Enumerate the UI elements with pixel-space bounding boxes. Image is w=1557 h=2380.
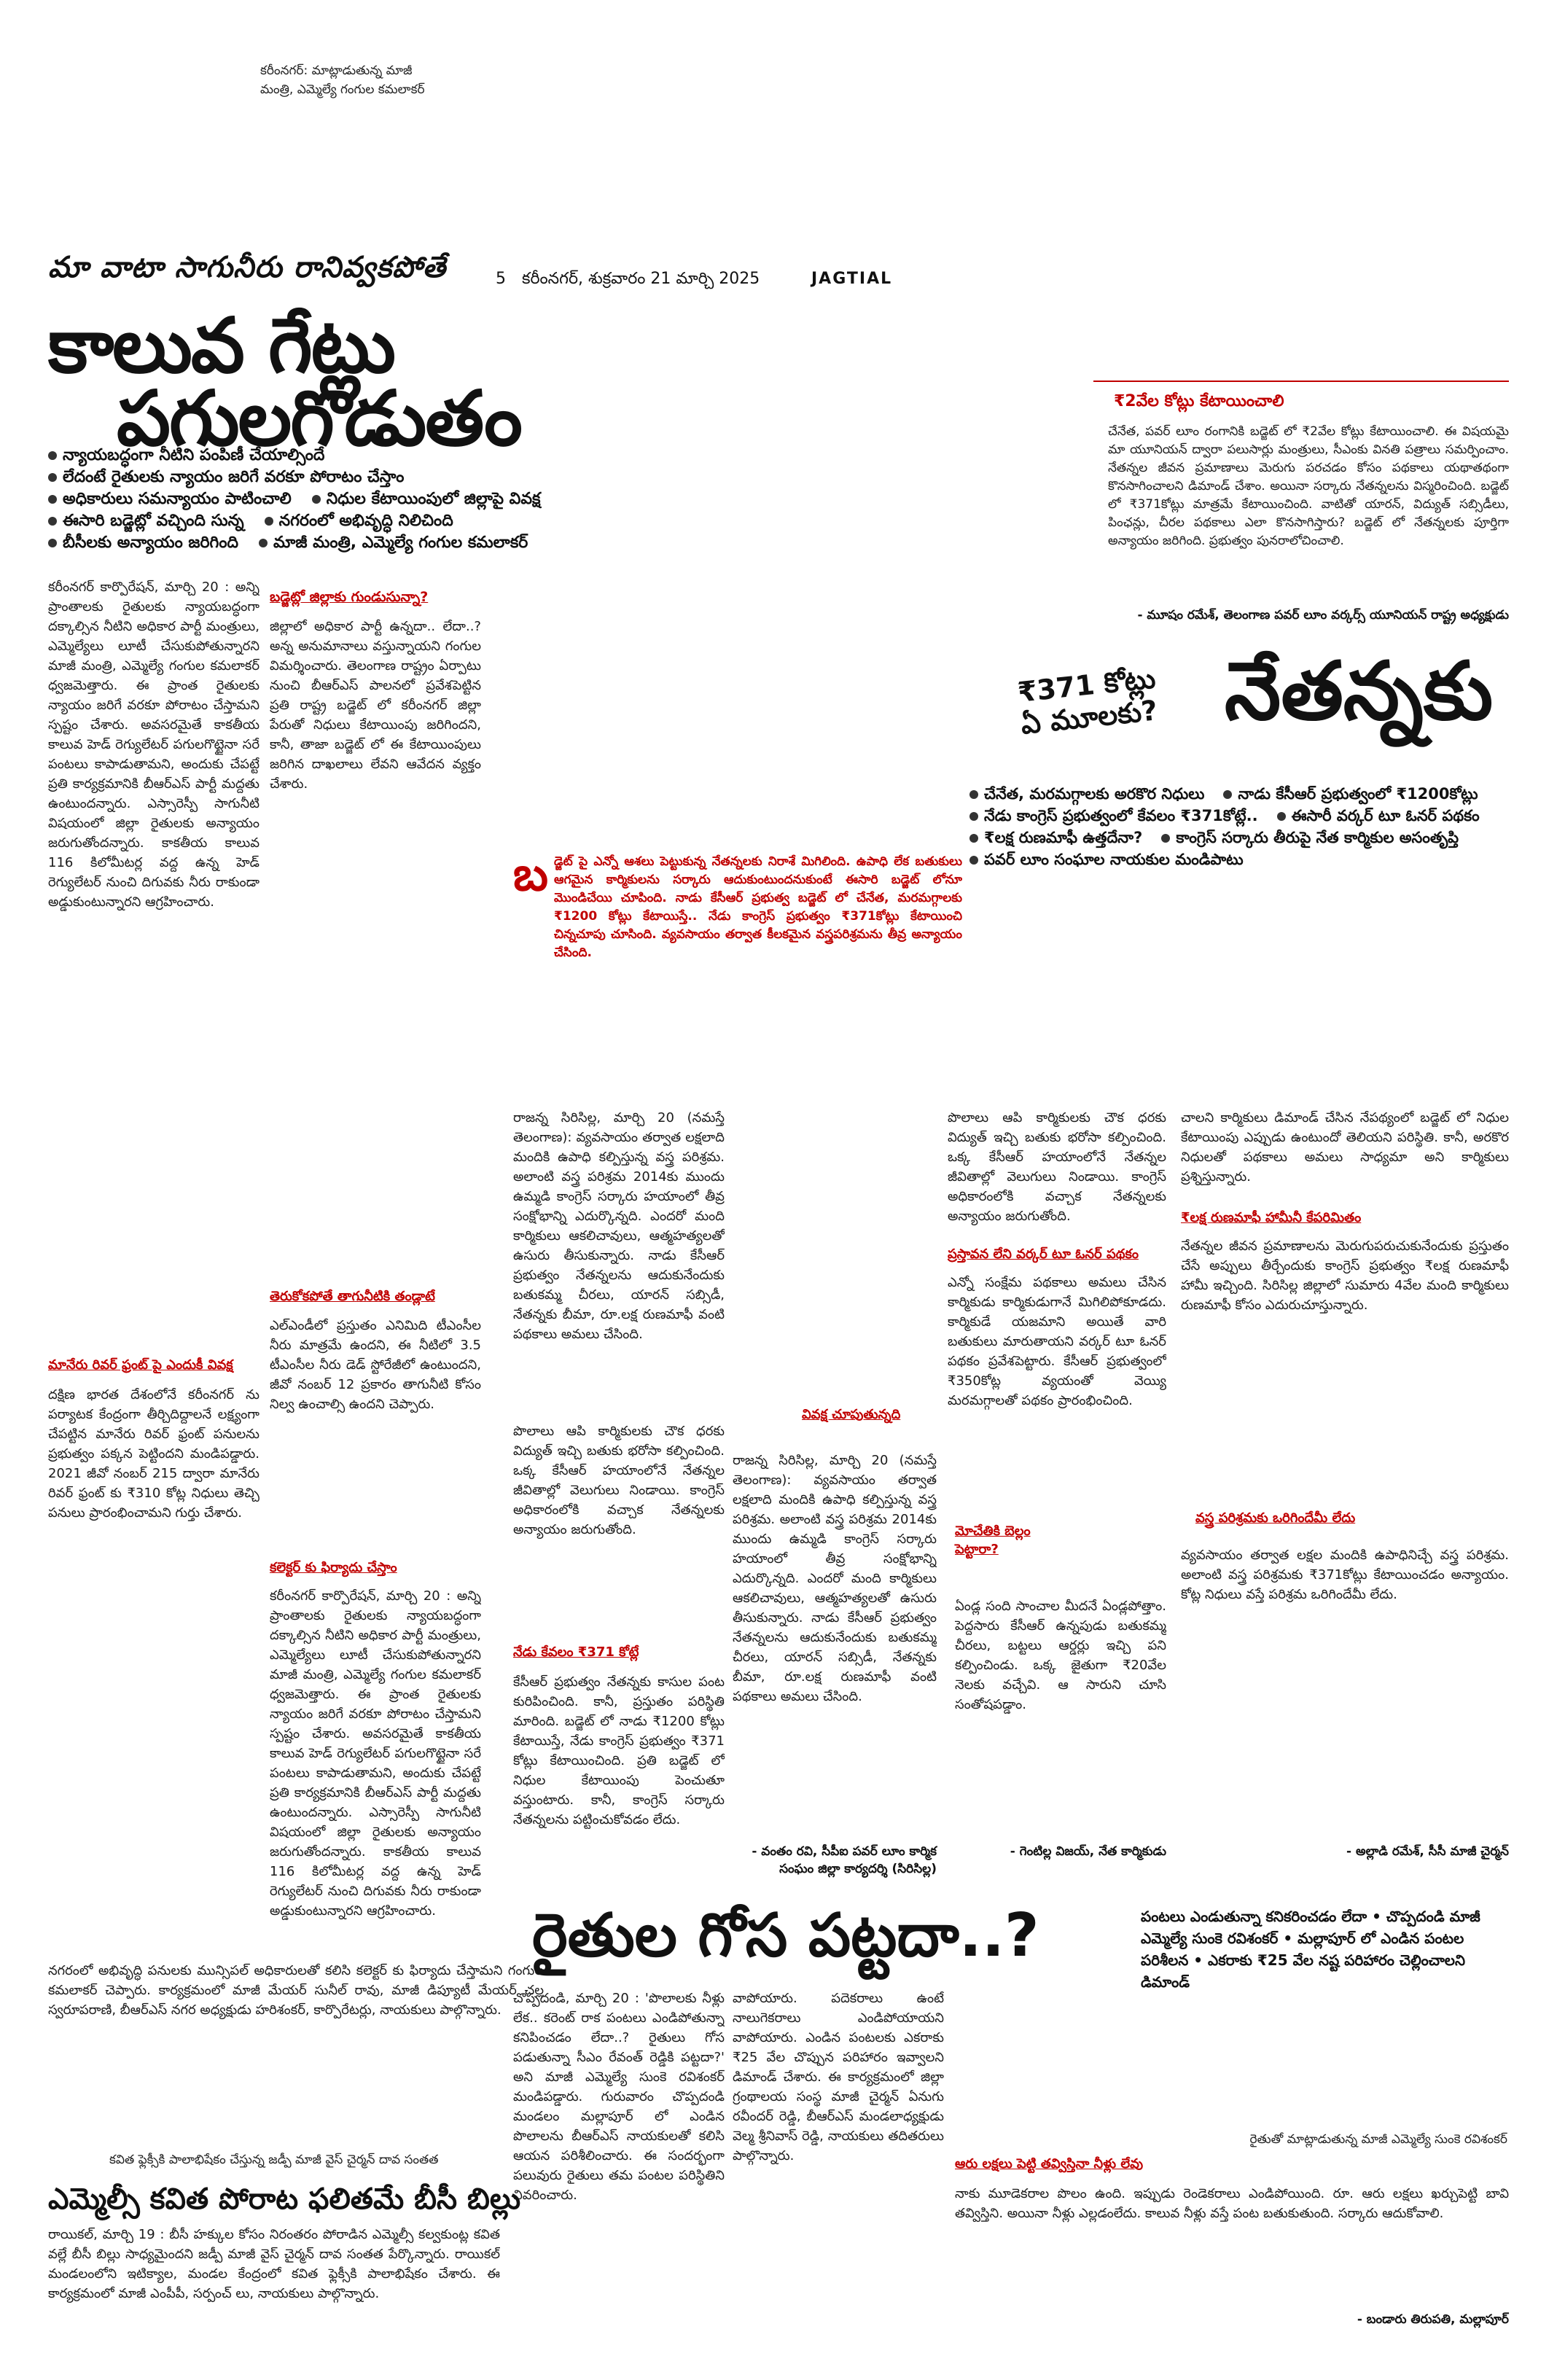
farmers-col2-text: వాపోయారు. పదెకరాలు ఉంటే నాలుగెకరాలు ఎండి… [733,1991,944,2164]
quote-author: - బండారు తిరుపతి, మల్లాపూర్ [1357,2312,1509,2327]
lead-subhead: మానేరు రివర్ ఫ్రంట్ పై ఎందుకీ వివక్ష [48,1357,233,1373]
farmers-col1-text: చొప్పదండి, మార్చి 20 : 'పొలాలకు నీళ్లు ల… [513,1991,725,2203]
bullet-item: నగరంలో అభివృద్ధి నిలిచింది [264,510,453,532]
weavers-subhead: మోచేతికి బెల్లం పెట్టారా? [955,1523,1031,1557]
weavers-bullets: చేనేత, మరమగ్గాలకు అరకొర నిధులు నాడు కేసీ… [969,783,1509,870]
lead-bullets: న్యాయబద్ధంగా నీటిని పంపిణీ చేయాల్సిందే ల… [48,445,544,554]
weavers-col4-text: చాలని కార్మికులు డిమాండ్ చేసిన నేపథ్యంలో… [1181,1110,1509,1185]
lead-bottom-text: నగరంలో అభివృద్ధి పనులకు మున్సిపల్ అధికార… [48,1963,544,2018]
caption-line: కరీంనగర్: మాట్లాడుతున్న మాజీ [260,63,413,78]
dateline: కరీంనగర్, శుక్రవారం 21 మార్చి 2025 [522,270,760,288]
lead-headline-line1: కాలువ గేట్లు [48,301,396,390]
weavers-col4-text3: వ్యవసాయం తర్వాత లక్షల మందికి ఉపాధినిచ్చే… [1181,1548,1509,1602]
weavers-col4-text2: నేతన్నల జీవన ప్రమాణాలను మెరుగుపరుచుకునేం… [1181,1238,1509,1313]
badge-amount: ₹371 కోట్లు ఏ మూలకు? [1016,662,1160,740]
farmers-subhead: ఆరు లక్షలు పెట్టి తవ్విస్తినా నీళ్లు లేవ… [955,2156,1144,2172]
bullet-item: నాడు కేసీఆర్ ప్రభుత్వంలో ₹1200కోట్లు [1223,783,1478,805]
farmers-col3-text: నాకు మూడెకరాల పొలం ఉంది. ఇప్పుడు రెండెకర… [955,2186,1509,2221]
lead-col1-text: కరీంనగర్ కార్పొరేషన్, మార్చి 20 : అన్ని … [48,580,260,910]
weavers-col2-text: కేసీఆర్ ప్రభుత్వం నేతన్నకు కాసుల పంట కుర… [513,1674,725,1827]
page-number: 5 [496,270,506,288]
quote-author: - గెంటిల్ల విజయ్, నేత కార్మికుడు [1010,1844,1166,1859]
bullet-item: చేనేత, మరమగ్గాలకు అరకొర నిధులు [969,783,1204,805]
lead-col2-text: జిల్లాలో అధికార పార్టీ ఉన్నదా.. లేదా..? … [270,619,481,792]
weavers-col3-text2: ఎన్నో సంక్షేమ పథకాలు అమలు చేసిన కార్మికు… [948,1275,1166,1408]
photo-caption: రైతుతో మాట్లాడుతున్న మాజీ ఎమ్మెల్యే సుంక… [1249,2132,1507,2147]
quote-kicker: ₹2వేల కోట్లు కేటాయించాలి [1114,392,1284,410]
weavers-subhead: ₹లక్ష రుణమాఫీ హామీనీ కేపరిమితం [1181,1210,1362,1225]
lead-subhead: తెరుకోకపోతే తాగునీటికి తండ్లాటే [270,1289,435,1304]
lead-col2-text2: ఎల్ఎండీలో ప్రస్తుతం ఎనిమిది టీఎంసీల నీరు… [270,1318,481,1412]
weavers-subhead: వివక్ష చూపుతున్నది [802,1407,901,1422]
weavers-subhead: నేడు కేవలం ₹371 కోట్లే [513,1644,639,1660]
bullet-item: నిధుల కేటాయింపులో జిల్లాపై వివక్ష [311,488,540,510]
kavitha-text: రాయికల్, మార్చి 19 : బీసీ హక్కుల కోసం ని… [48,2227,500,2301]
quote-author: - వంతం రవి, సీపీఐ పవర్ లూం కార్మిక సంఘం … [752,1844,937,1876]
weavers-quote: చేనేత, పవర్ లూం రంగానికి బడ్జెట్ లో ₹2వే… [1108,424,1509,548]
weavers-headline: నేతన్నకు [1225,644,1494,738]
weavers-subhead: ప్రస్తావన లేని వర్కర్ టూ ఓనర్ పథకం [948,1246,1139,1262]
quote-author: - మూషం రమేశ్, తెలంగాణ పవర్ లూం వర్కర్స్ … [1137,608,1509,623]
bullet-item: మాజీ మంత్రి, ఎమ్మెల్యే గంగుల కమలాకర్ [259,532,528,554]
bullet-item: లేదంటే రైతులకు న్యాయం జరిగే వరకూ పోరాటం … [48,467,404,488]
weavers-col3-text: పొలాలు ఆపి కార్మికులకు చౌక ధరకు విద్యుత్… [948,1110,1166,1224]
weavers-col1-text2: పొలాలు ఆపి కార్మికులకు చౌక ధరకు విద్యుత్… [513,1424,725,1537]
lead-subhead: బడ్జెట్లో జిల్లాకు గుండుసున్నా? [270,589,429,605]
photo-caption: కవిత ఫ్లెక్సీకి పాలాభిషేకం చేస్తున్న జడ్… [109,2153,439,2167]
bullet-item: ₹లక్ష రుణమాఫీ ఉత్తదేనా? [969,827,1142,848]
weavers-col2b-text: రాజన్న సిరిసిల్ల, మార్చి 20 (నమస్తే తెలం… [733,1453,937,1704]
edition-name: JAGTIAL [811,270,893,288]
bullet-item: ఈసారీ వర్కర్ టూ ఓనర్ పథకం [1276,805,1480,827]
bullet-item: నేడు కాంగ్రెస్ ప్రభుత్వంలో కేవలం ₹371కోట… [969,805,1258,827]
bullet-item: పవర్ లూం సంఘాల నాయకుల మండిపాటు [969,848,1244,870]
lead-subhead: కలెక్టర్ కు ఫిర్యాదు చేస్తాం [270,1560,397,1575]
lead-col1-text2: దక్షిణ భారత దేశంలోనే కరీంనగర్ ను పర్యాటక… [48,1387,260,1521]
lead-headline-line2: పగులగొడుతం [117,374,523,463]
bullet-item: ఈసారి బడ్జెట్లో వచ్చింది సున్న [48,510,244,532]
farmers-deck: పంటలు ఎండుతున్నా కనికరించడం లేదా • చొప్ప… [1141,1908,1480,1991]
weavers-subhead: వస్త్ర పరిశ్రమకు ఒరిగిందేమీ లేదు [1195,1510,1356,1526]
bullet-item: బీసీలకు అన్యాయం జరిగింది [48,532,238,554]
divider [1093,381,1509,382]
quote-author: - అల్లాడి రమేశ్, సీసీ మాజీ చైర్మన్ [1346,1844,1509,1859]
weavers-col1-text: రాజన్న సిరిసిల్ల, మార్చి 20 (నమస్తే తెలం… [513,1110,725,1342]
weavers-col3-text3: ఏండ్ల సంది సాంచాల మీదనే ఏండ్లపోత్తాం. పె… [955,1599,1166,1712]
photo-caption: కరీంనగర్: మాట్లాడుతున్న మాజీ మంత్రి, ఎమ్… [260,61,425,99]
farmers-headline: రైతుల గోస పట్టదా..? [532,1901,1039,1970]
caption-line: మంత్రి, ఎమ్మెల్యే గంగుల కమలాకర్ [260,82,425,97]
kavitha-headline: ఎమ్మెల్సీ కవిత పోరాట ఫలితమే బీసీ బిల్లు [48,2182,521,2216]
bullet-item: కాంగ్రెస్ సర్కారు తీరుపై నేత కార్మికుల అ… [1161,827,1459,848]
lead-kicker: మా వాటా సాగునీరు రానివ్వకపోతే [48,251,446,284]
weavers-intro: డ్జెట్ పై ఎన్నో ఆశలు పెట్టుకున్న నేతన్నల… [554,854,962,960]
drop-cap: బ [513,848,548,902]
bullet-item: న్యాయబద్ధంగా నీటిని పంపిణీ చేయాల్సిందే [48,445,324,467]
bullet-item: అధికారులు సమన్యాయం పాటించాలి [48,488,292,510]
lead-col2-text3: కరీంనగర్ కార్పొరేషన్, మార్చి 20 : అన్ని … [270,1588,481,1919]
